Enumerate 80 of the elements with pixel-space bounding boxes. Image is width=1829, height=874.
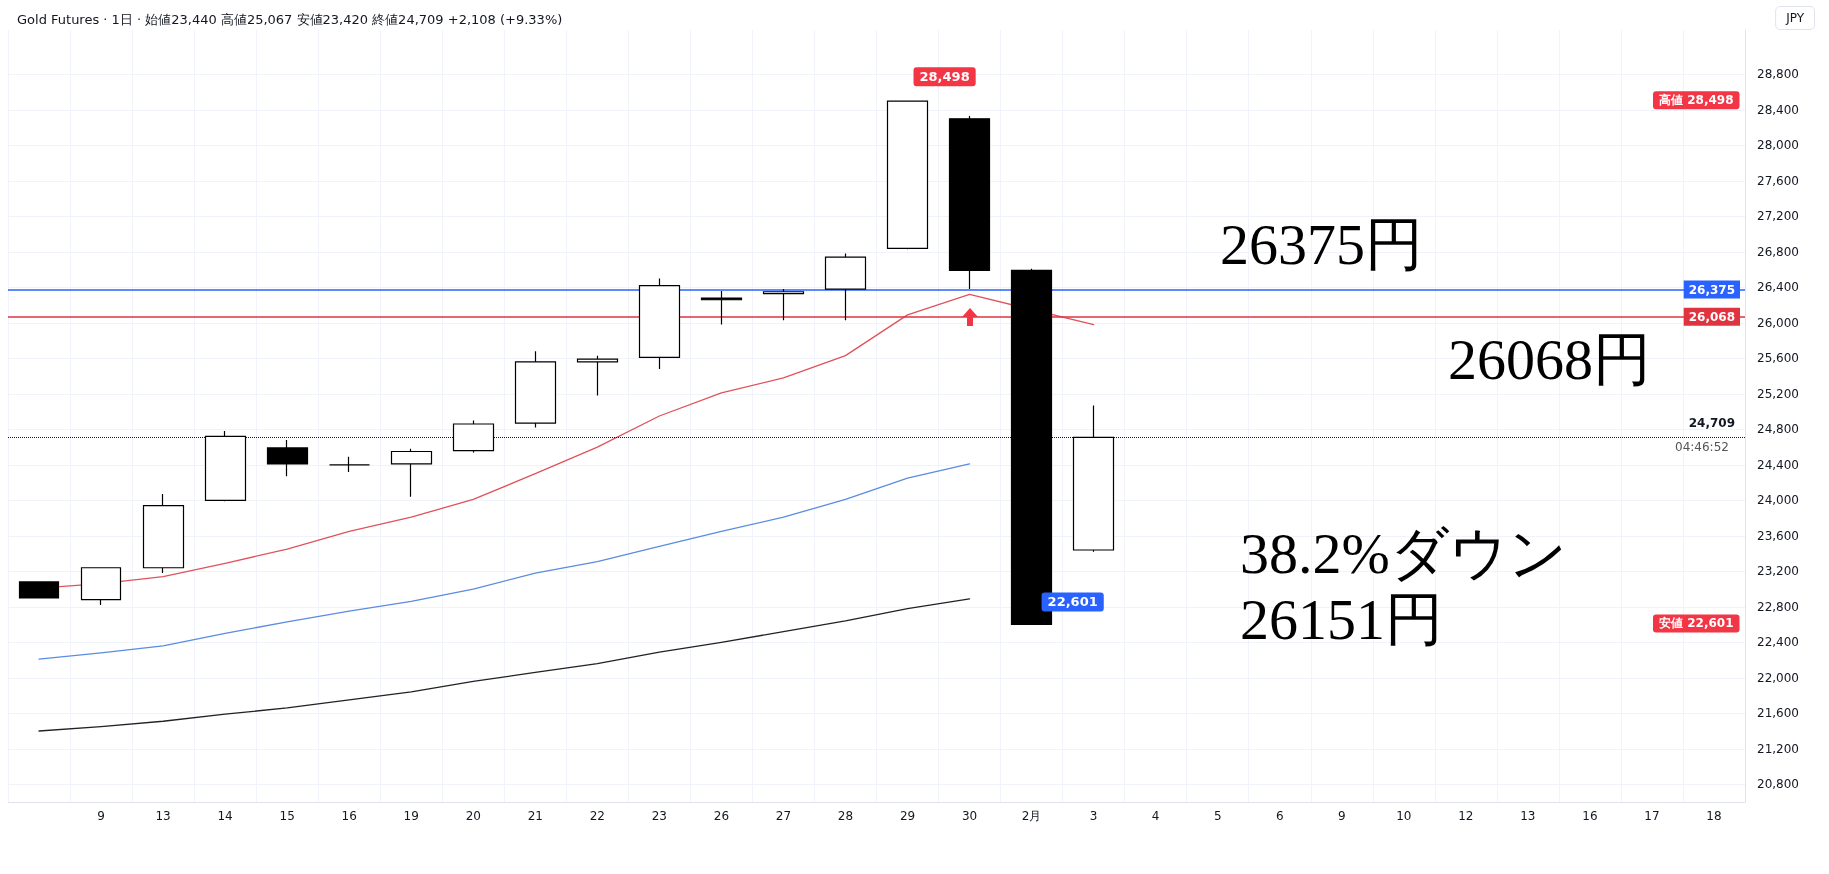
y-tick-label: 21,600 — [1757, 706, 1799, 721]
y-tick-label: 22,000 — [1757, 670, 1799, 685]
x-tick-label: 29 — [899, 809, 916, 823]
annotation: 安値 22,601 — [1659, 616, 1734, 631]
x-tick-label: 22 — [589, 809, 605, 823]
annotation: 04:46:52 — [1675, 440, 1729, 455]
x-tick-label: 15 — [279, 809, 295, 823]
y-tick-label: 28,400 — [1757, 102, 1799, 117]
y-axis-title: JPY — [1785, 11, 1805, 25]
annotation: 高値 28,498 — [1659, 93, 1734, 108]
x-tick-label: 9 — [1337, 809, 1346, 823]
x-tick-label: 18 — [1706, 809, 1722, 823]
x-tick-label: 20 — [465, 809, 481, 823]
candlestick — [266, 439, 309, 477]
x-tick-label: 21 — [527, 809, 543, 823]
candlestick — [762, 288, 805, 321]
y-tick-label: 28,800 — [1757, 67, 1799, 82]
candlestick — [204, 430, 247, 502]
y-tick-label: 24,800 — [1757, 422, 1799, 437]
x-tick-label: 9 — [97, 809, 105, 823]
y-tick-label: 26,400 — [1757, 280, 1799, 295]
y-tick-label: 27,600 — [1757, 173, 1799, 188]
x-tick-label: 2月 — [1021, 809, 1042, 823]
x-tick-label: 30 — [961, 809, 978, 823]
candlestick — [824, 253, 867, 321]
candlestick — [700, 290, 743, 326]
annotation: 38.2%ダウン 26151円 — [1240, 520, 1567, 652]
x-tick-label: 28 — [837, 809, 854, 823]
y-tick-label: 21,200 — [1757, 741, 1799, 756]
x-tick-label: 14 — [217, 809, 233, 823]
x-tick-label: 4 — [1151, 809, 1160, 823]
y-tick-label: 23,200 — [1757, 564, 1799, 579]
candlestick — [142, 493, 185, 574]
x-tick-label: 13 — [1520, 809, 1536, 823]
x-tick-label: 3 — [1089, 809, 1098, 823]
y-tick-label: 22,800 — [1757, 599, 1799, 614]
y-tick-label: 20,800 — [1757, 777, 1799, 792]
annotation: 28,498 — [919, 69, 970, 85]
y-tick-label: 26,800 — [1757, 244, 1799, 259]
x-tick-label: 27 — [775, 809, 792, 823]
y-tick-label: 22,400 — [1757, 635, 1799, 650]
y-tick-label: 27,200 — [1757, 209, 1799, 224]
candlestick — [452, 419, 495, 453]
x-tick-label: 16 — [341, 809, 357, 823]
candlestick — [886, 100, 929, 250]
y-tick-label: 25,600 — [1757, 351, 1799, 366]
candlestick — [638, 277, 681, 370]
y-tick-label: 26,000 — [1757, 315, 1799, 330]
y-tick-label: 24,400 — [1757, 457, 1799, 472]
candlestick — [948, 115, 991, 290]
line-series — [38, 463, 971, 660]
ref-line-label: 26,375 — [1688, 282, 1735, 297]
x-tick-label: 16 — [1582, 809, 1598, 823]
x-tick-label: 26 — [713, 809, 730, 823]
x-tick-label: 13 — [155, 809, 171, 823]
annotation: 26068円 — [1448, 327, 1651, 393]
candlestick — [390, 448, 433, 498]
x-tick-label: 10 — [1396, 809, 1412, 823]
ref-line-label: 26,068 — [1688, 309, 1735, 324]
candlestick — [328, 456, 371, 473]
x-tick-label: 23 — [651, 809, 668, 823]
candlestick — [80, 567, 122, 606]
ref-line-label: 24,709 — [1688, 416, 1735, 431]
annotation: 26375円 — [1220, 212, 1423, 278]
chart-title: Gold Futures · 1日 · 始値23,440 高値25,067 安値23,420 終値24,709 +2,108 (+9.33%) — [17, 12, 563, 27]
x-tick-label: 12 — [1458, 809, 1474, 823]
y-tick-label: 24,000 — [1757, 493, 1799, 508]
x-tick-label: 19 — [403, 809, 419, 823]
candlestick — [576, 355, 619, 397]
candlestick — [514, 350, 557, 429]
line-series — [38, 598, 971, 732]
y-tick-label: 23,600 — [1757, 528, 1799, 543]
y-tick-label: 25,200 — [1757, 386, 1799, 401]
candlestick — [18, 581, 60, 599]
candlestick — [1072, 405, 1115, 553]
x-tick-label: 6 — [1275, 809, 1284, 823]
y-tick-label: 28,000 — [1757, 138, 1799, 153]
annotation: 22,601 — [1047, 594, 1098, 610]
x-tick-label: 17 — [1644, 809, 1660, 823]
x-tick-label: 5 — [1213, 809, 1222, 823]
